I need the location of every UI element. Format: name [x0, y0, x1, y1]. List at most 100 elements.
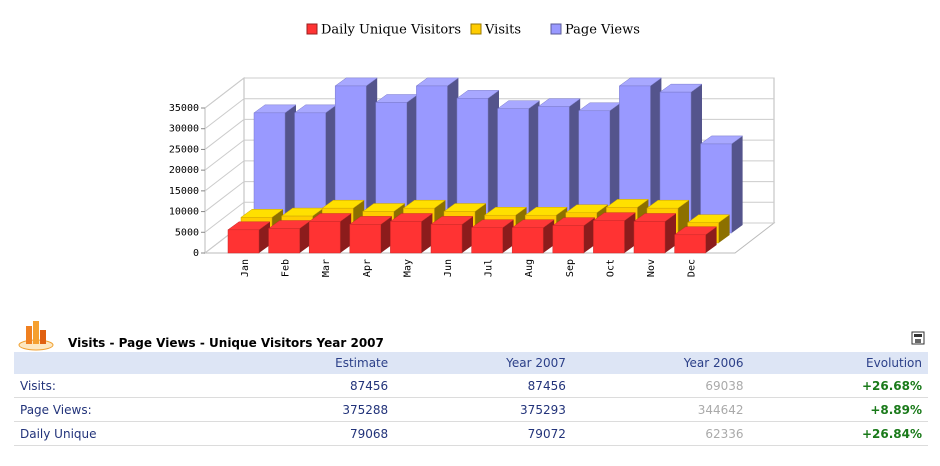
- bar-front: [227, 229, 260, 254]
- bar-side: [624, 212, 636, 253]
- bar-side: [259, 221, 270, 253]
- bar-front: [430, 224, 463, 254]
- table-cell: 375293: [394, 397, 572, 422]
- bar-side: [340, 213, 352, 253]
- bar-side: [665, 213, 676, 253]
- bar-side: [447, 77, 459, 233]
- export-icon[interactable]: [910, 330, 926, 346]
- table-cell: +26.68%: [749, 374, 928, 398]
- bar-side: [731, 135, 743, 233]
- grid-line: [204, 98, 774, 130]
- stats-table: Estimate Year 2007 Year 2006 Evolution V…: [14, 352, 928, 446]
- bar-front: [633, 221, 666, 254]
- y-tick-label: 0: [193, 248, 199, 259]
- table-cell: +26.84%: [749, 421, 928, 446]
- x-tick-label: Sep: [565, 259, 576, 277]
- bar-side: [299, 220, 311, 253]
- bar-side: [488, 90, 499, 233]
- table-title: Visits - Page Views - Unique Visitors Ye…: [68, 336, 384, 350]
- bar-front: [674, 234, 706, 254]
- bar-front: [471, 227, 503, 254]
- bar-side: [569, 98, 581, 234]
- y-tick-label: 35000: [169, 103, 199, 114]
- bar: [349, 216, 393, 254]
- bar-front: [390, 221, 422, 254]
- legend-label: Visits: [484, 23, 521, 38]
- y-tick-label: 20000: [169, 165, 199, 176]
- legend-label: Page Views: [565, 23, 640, 38]
- bar-front: [552, 225, 585, 254]
- x-tick-label: Nov: [646, 259, 657, 277]
- table-cell: 375288: [233, 397, 395, 422]
- bar-side: [691, 84, 702, 234]
- bar-side: [718, 214, 730, 243]
- bar-side: [705, 226, 717, 253]
- y-tick-label: 30000: [169, 124, 199, 135]
- table-cell: 87456: [394, 374, 572, 398]
- bar: [308, 213, 352, 254]
- bar-front: [593, 220, 625, 254]
- table-cell: Daily Unique: [14, 421, 234, 446]
- bar-side: [285, 104, 296, 233]
- legend-label: Daily Unique Visitors: [321, 23, 461, 38]
- y-tick-label: 5000: [175, 227, 199, 238]
- bar: [552, 217, 596, 254]
- bar-side: [543, 219, 555, 253]
- x-tick-label: Jan: [240, 259, 251, 277]
- x-tick-label: Feb: [281, 259, 292, 277]
- header-row: Estimate Year 2007 Year 2006 Evolution: [14, 352, 928, 374]
- header-cell: Estimate: [233, 352, 395, 374]
- y-tick-label: 10000: [169, 207, 199, 218]
- table-row: Page Views: 375288 375293 344642 +8.89%: [14, 397, 928, 422]
- bar: [592, 212, 637, 254]
- icon: [18, 321, 54, 351]
- table-cell: 62336: [571, 421, 750, 446]
- table-row: Visits: 87456 87456 69038 +26.68%: [14, 374, 928, 398]
- bar-side: [366, 77, 378, 233]
- x-tick-label: Mar: [321, 259, 332, 277]
- x-tick-label: May: [402, 259, 413, 277]
- header-cell: Year 2007: [394, 352, 572, 374]
- table-panel: Visits - Page Views - Unique Visitors Ye…: [14, 318, 928, 446]
- bar-side: [650, 77, 662, 233]
- legend-swatch: [306, 23, 318, 35]
- legend-swatch: [550, 23, 562, 35]
- legend-swatch: [470, 23, 482, 35]
- table-head: Visits - Page Views - Unique Visitors Ye…: [14, 318, 928, 352]
- table-cell: 87456: [233, 374, 395, 398]
- header-cell: [14, 352, 234, 374]
- bar-side: [583, 217, 595, 253]
- bar-front: [268, 228, 300, 254]
- header-cell: Year 2006: [571, 352, 750, 374]
- bar-side: [406, 94, 418, 233]
- y-tick-label: 15000: [169, 186, 199, 197]
- table-cell: 69038: [571, 374, 750, 398]
- table-cell: 79068: [233, 421, 395, 446]
- x-tick-label: Apr: [362, 259, 373, 277]
- table-cell: 79072: [394, 421, 572, 446]
- header-cell: Evolution: [749, 352, 928, 374]
- bar-side: [421, 213, 433, 253]
- bar: [511, 219, 555, 254]
- table-cell: Visits:: [14, 374, 234, 398]
- x-tick-label: Oct: [605, 259, 616, 277]
- x-tick-label: Jul: [484, 259, 495, 277]
- x-tick-label: Dec: [687, 259, 698, 277]
- table-body: Visits: 87456 87456 69038 +26.68% Page Views:…: [14, 374, 928, 446]
- bar-front: [308, 221, 341, 254]
- bar-side: [462, 216, 473, 253]
- table-cell: Page Views:: [14, 397, 234, 422]
- bar: [267, 220, 312, 254]
- chart: 0 5000 10000 15000 20000 25000 30000 35000 Jan Fe…: [169, 23, 776, 277]
- bar: [633, 213, 677, 254]
- x-tick-label: Jun: [443, 259, 454, 277]
- table-row: Daily Unique 79068 79072 62336 +26.84%: [14, 421, 928, 446]
- bar: [470, 219, 515, 254]
- bar-side: [502, 219, 514, 253]
- table-cell: +8.89%: [749, 397, 928, 422]
- bar: [673, 226, 718, 254]
- bar: [389, 213, 434, 254]
- bar: [430, 216, 474, 254]
- table-cell: 344642: [571, 397, 750, 422]
